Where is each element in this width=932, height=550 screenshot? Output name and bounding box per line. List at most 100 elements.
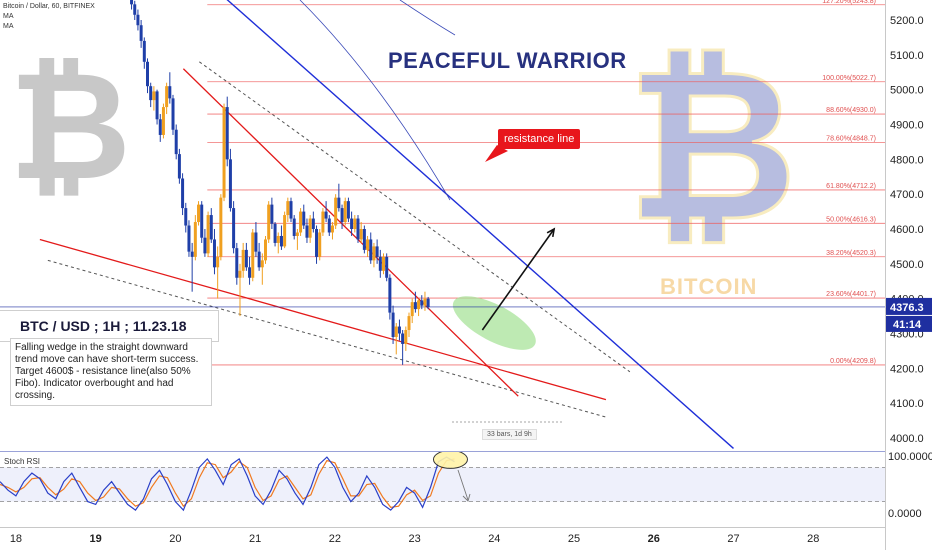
stoch-rsi-pane — [0, 452, 885, 512]
candle-body — [407, 316, 411, 331]
candle-body — [321, 211, 325, 233]
candle — [340, 204, 344, 229]
candle — [257, 242, 261, 271]
candle — [222, 103, 226, 202]
bars-range-label: 33 bars, 1d 9h — [482, 429, 537, 440]
stoch-rsi-label[interactable]: Stoch RSI — [4, 457, 41, 466]
candle-body — [238, 270, 242, 278]
candle — [197, 201, 201, 226]
rsi-tick-label: 100.0000 — [888, 451, 932, 463]
candle — [324, 201, 328, 223]
watermark-title: PEACEFUL WARRIOR — [388, 48, 627, 73]
candle — [292, 215, 296, 240]
candle-body — [158, 119, 162, 135]
rsi-tick-label: 0.0000 — [888, 508, 922, 520]
candle-body — [404, 330, 408, 344]
candle — [276, 232, 280, 254]
target-arrow — [481, 228, 555, 331]
fib-level-label: 23.60%(4401.7) — [826, 291, 876, 298]
resistance-callout[interactable]: resistance line — [498, 129, 581, 149]
candle-body — [152, 91, 156, 101]
candle — [260, 253, 264, 285]
price-tick-label: 4100.0 — [890, 398, 924, 410]
candle — [232, 201, 236, 254]
candle — [321, 208, 325, 236]
chart-title-box[interactable]: BTC / USD ; 1H ; 11.23.18 — [0, 310, 219, 342]
candle — [216, 246, 220, 299]
candle-body — [251, 232, 255, 278]
candle-body — [410, 302, 414, 317]
bitcoin-logo-text: BITCOIN — [660, 274, 758, 299]
candle — [356, 215, 360, 243]
crossing-marker — [432, 452, 468, 469]
candle-body — [283, 215, 287, 247]
candle-body — [286, 201, 290, 216]
candle — [212, 229, 216, 275]
candle — [397, 319, 401, 341]
candle-body — [276, 235, 280, 243]
analysis-note[interactable]: Falling wedge in the straight downward t… — [10, 338, 212, 406]
candle-body — [318, 232, 322, 257]
candle-body — [292, 218, 296, 236]
price-tick-label: 4800.0 — [890, 154, 924, 166]
candle — [369, 232, 373, 264]
axis-layer: 5200.0 5100.0 5000.0 4900.0 4800.0 4700.0 4600… — [10, 15, 932, 545]
candle-body — [359, 229, 363, 240]
candle-body — [340, 208, 344, 223]
fib-level-label: 61.80%(4712.2) — [826, 183, 876, 190]
candle-body — [295, 232, 299, 236]
ma-indicator-label[interactable]: MA — [3, 23, 14, 30]
candle-body — [324, 211, 328, 219]
candle-body — [305, 225, 309, 238]
candle-body — [302, 211, 306, 226]
candle-body — [184, 208, 188, 226]
candle — [420, 295, 424, 310]
candle — [315, 225, 319, 264]
candle-body — [187, 225, 191, 252]
rsi-band-fill — [0, 467, 885, 502]
candle — [394, 323, 398, 355]
candle — [305, 218, 309, 243]
candle — [181, 173, 185, 216]
price-tick-label: 4900.0 — [890, 120, 924, 132]
candle-body — [378, 256, 382, 271]
fib-level-label: 88.60%(4930.0) — [826, 107, 876, 114]
candle-body — [330, 225, 334, 233]
candle-body — [270, 204, 274, 224]
candle-body — [413, 302, 417, 310]
candle-body — [216, 256, 220, 268]
candle — [203, 229, 207, 257]
candle-body — [168, 86, 172, 99]
candle — [346, 197, 350, 223]
candle — [209, 208, 213, 243]
crossing-arrow-head — [462, 493, 471, 502]
ma-line — [299, 0, 451, 201]
wedge-upper-line — [182, 68, 519, 397]
candle-body — [423, 298, 427, 306]
candle — [299, 208, 303, 236]
candle — [343, 197, 347, 226]
price-tick-label: 4600.0 — [890, 224, 924, 236]
bitcoin-icon-left: ₿ — [9, 40, 131, 214]
candle — [251, 229, 255, 282]
candle — [155, 89, 159, 125]
candle — [378, 249, 382, 278]
time-tick-label: 20 — [169, 533, 181, 545]
bitcoin-icon-right: ₿ — [626, 23, 797, 268]
candle-body — [171, 98, 175, 130]
chart-title: BTC / USD ; 1H ; 11.23.18 — [20, 318, 187, 334]
candle-body — [209, 215, 213, 240]
candle — [158, 114, 162, 142]
candle-body — [353, 218, 357, 229]
candle-body — [299, 211, 303, 233]
candle — [375, 239, 379, 264]
candle — [413, 291, 417, 313]
candle-body — [222, 107, 226, 198]
ma-indicator-label[interactable]: MA — [3, 13, 14, 20]
candle-body — [420, 300, 424, 306]
candle-body — [327, 218, 331, 233]
candle-body — [382, 256, 385, 271]
candle-body — [385, 256, 389, 278]
candle-body — [146, 61, 149, 87]
candle-body — [372, 246, 376, 261]
